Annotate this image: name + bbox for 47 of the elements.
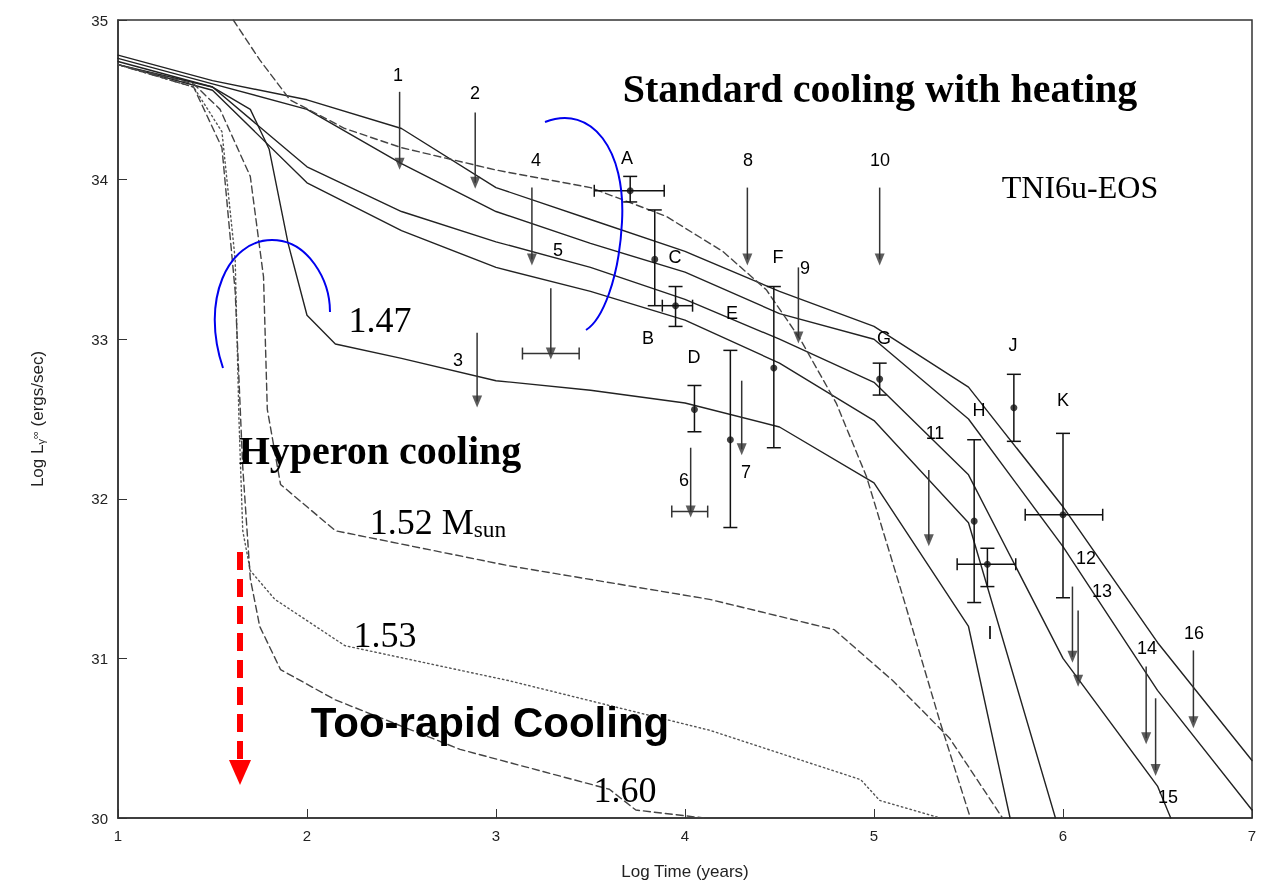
annotation: A (620, 148, 634, 168)
y-tick-label: 35 (91, 11, 108, 29)
annotation: C (668, 247, 682, 267)
x-axis-title: Log Time (years) (621, 862, 749, 881)
y-tick-label: 31 (91, 649, 108, 667)
annotation: 10 (869, 150, 891, 170)
y-tick-label: 32 (91, 490, 108, 508)
annotation: 2 (469, 83, 481, 103)
x-tick-label: 3 (491, 827, 501, 844)
annotation: 14 (1136, 638, 1158, 658)
x-tick-label: 5 (869, 827, 879, 844)
x-tick-label: 7 (1247, 827, 1257, 844)
annotation: 7 (740, 462, 752, 482)
annotation: 1.60 (593, 770, 657, 810)
annotation: 16 (1183, 623, 1205, 643)
annotation: 1.52 Msun (369, 502, 507, 542)
annotation: B (641, 328, 655, 348)
annotation: TNI6u-EOS (1001, 169, 1159, 205)
annotation: F (772, 247, 784, 267)
annotation: 1.53 (353, 615, 417, 655)
annotation: 6 (678, 470, 690, 490)
annotation: 11 (925, 423, 945, 443)
annotation: H (972, 400, 986, 420)
annotation: 1.47 (348, 300, 412, 340)
annotation: K (1056, 390, 1070, 410)
annotation: I (987, 623, 993, 643)
annotation: 12 (1075, 548, 1097, 568)
annotation: 4 (530, 150, 542, 170)
annotation: 8 (742, 150, 754, 170)
y-tick-label: 33 (91, 330, 108, 348)
annotation: 3 (452, 350, 464, 370)
x-tick-label: 2 (302, 827, 312, 844)
annotation: 13 (1091, 581, 1113, 601)
y-tick-label: 34 (91, 171, 108, 189)
annotation: D (687, 347, 701, 367)
x-tick-label: 4 (680, 827, 690, 844)
annotation: Standard cooling with heating (622, 65, 1138, 111)
annotation: E (725, 303, 739, 323)
annotation: G (876, 328, 892, 348)
annotation: J (1008, 335, 1018, 355)
x-tick-label: 1 (113, 827, 123, 844)
annotation: 9 (799, 258, 811, 278)
annotation: 5 (552, 240, 564, 260)
annotation: Too-rapid Cooling (310, 698, 670, 746)
annotation: 1 (392, 65, 404, 85)
y-tick-label: 30 (91, 809, 108, 827)
x-tick-label: 6 (1058, 827, 1068, 844)
